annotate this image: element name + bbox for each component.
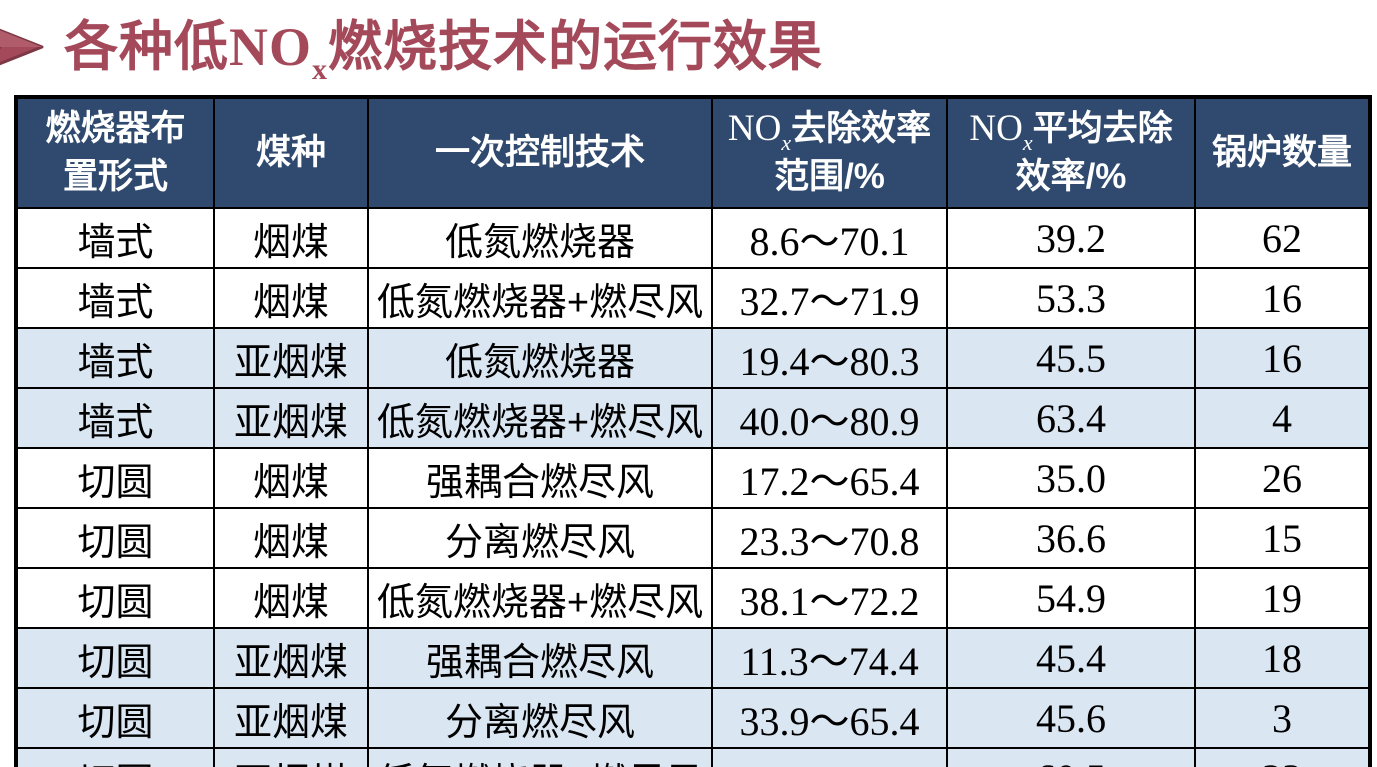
cell-removal-range: 8.6～70.1: [711, 207, 948, 269]
title-formula: NO: [229, 17, 312, 77]
header-avg-removal: NOx平均去除 效率/%: [946, 96, 1196, 209]
cell-boiler-count: 15: [1194, 507, 1371, 569]
cell-primary-control-tech: 低氮燃烧器+燃尽风: [367, 747, 713, 767]
cell-primary-control-tech: 低氮燃烧器+燃尽风: [367, 387, 713, 449]
header-avg-removal-line1: NOx平均去除: [969, 108, 1173, 155]
slide-title-row: 各种低NOx燃烧技术的运行效果: [0, 4, 823, 90]
header-burner-layout: 燃烧器布置形式: [15, 96, 215, 209]
table-row: 切圆 烟煤 低氮燃烧器+燃尽风 38.1～72.2 54.9 19: [15, 567, 1371, 629]
cell-removal-range: 32.7～71.9: [711, 267, 948, 329]
cell-coal-type: 烟煤: [213, 207, 369, 269]
cell-burner-layout: 墙式: [15, 327, 215, 389]
cell-avg-removal: 45.5: [946, 327, 1196, 389]
cell-removal-range: 48.2～77.2: [711, 747, 948, 767]
results-table: 燃烧器布置形式 煤种 一次控制技术 NOx去除效率 范围/% NOx平均去除 效…: [14, 95, 1372, 767]
header-removal-range: NOx去除效率 范围/%: [711, 96, 948, 209]
cell-avg-removal: 63.4: [946, 387, 1196, 449]
header-removal-range-line2: 范围/%: [774, 157, 885, 196]
cell-burner-layout: 墙式: [15, 387, 215, 449]
cell-burner-layout: 墙式: [15, 267, 215, 329]
header-primary-control-tech: 一次控制技术: [367, 96, 713, 209]
table-row: 墙式 烟煤 低氮燃烧器 8.6～70.1 39.2 62: [15, 207, 1371, 269]
cell-avg-removal: 53.3: [946, 267, 1196, 329]
cell-avg-removal: 35.0: [946, 447, 1196, 509]
cell-primary-control-tech: 分离燃尽风: [367, 507, 713, 569]
arrow-bullet-icon: [0, 21, 48, 73]
cell-avg-removal: 54.9: [946, 567, 1196, 629]
page-title: 各种低NOx燃烧技术的运行效果: [64, 7, 823, 87]
header-removal-range-line1: NOx去除效率: [727, 108, 932, 155]
cell-primary-control-tech: 分离燃尽风: [367, 687, 713, 749]
cell-boiler-count: 16: [1194, 267, 1371, 329]
cell-boiler-count: 19: [1194, 567, 1371, 629]
header-coal-type: 煤种: [213, 96, 369, 209]
table-row: 切圆 烟煤 强耦合燃尽风 17.2～65.4 35.0 26: [15, 447, 1371, 509]
header-coal-type-label: 煤种: [255, 133, 326, 172]
cell-boiler-count: 4: [1194, 387, 1371, 449]
cell-burner-layout: 切圆: [15, 747, 215, 767]
cell-removal-range: 33.9～65.4: [711, 687, 948, 749]
cell-boiler-count: 23: [1194, 747, 1371, 767]
cell-removal-range: 11.3～74.4: [711, 627, 948, 689]
cell-coal-type: 亚烟煤: [213, 687, 369, 749]
header-primary-control-tech-label: 一次控制技术: [434, 133, 645, 172]
cell-primary-control-tech: 强耦合燃尽风: [367, 447, 713, 509]
table-row: 切圆 亚烟煤 分离燃尽风 33.9～65.4 45.6 3: [15, 687, 1371, 749]
title-text-cn-1: 各种低: [64, 17, 229, 77]
table-row: 墙式 亚烟煤 低氮燃烧器+燃尽风 40.0～80.9 63.4 4: [15, 387, 1371, 449]
header-boiler-count: 锅炉数量: [1194, 96, 1371, 209]
table-row: 墙式 亚烟煤 低氮燃烧器 19.4～80.3 45.5 16: [15, 327, 1371, 389]
cell-burner-layout: 切圆: [15, 627, 215, 689]
title-text-cn-2: 燃烧技术的运行效果: [328, 17, 823, 77]
cell-boiler-count: 3: [1194, 687, 1371, 749]
cell-boiler-count: 16: [1194, 327, 1371, 389]
header-burner-layout-label: 燃烧器布置形式: [45, 109, 186, 196]
cell-avg-removal: 45.4: [946, 627, 1196, 689]
cell-burner-layout: 墙式: [15, 207, 215, 269]
title-formula-subscript: x: [312, 53, 328, 86]
cell-removal-range: 17.2～65.4: [711, 447, 948, 509]
cell-burner-layout: 切圆: [15, 507, 215, 569]
table-body: 墙式 烟煤 低氮燃烧器 8.6～70.1 39.2 62 墙式 烟煤 低氮燃烧器+燃尽风 32.7…: [15, 207, 1371, 767]
cell-coal-type: 烟煤: [213, 267, 369, 329]
cell-boiler-count: 26: [1194, 447, 1371, 509]
table-row: 切圆 亚烟煤 强耦合燃尽风 11.3～74.4 45.4 18: [15, 627, 1371, 689]
cell-removal-range: 19.4～80.3: [711, 327, 948, 389]
cell-primary-control-tech: 低氮燃烧器+燃尽风: [367, 267, 713, 329]
cell-removal-range: 23.3～70.8: [711, 507, 948, 569]
header-avg-removal-line2: 效率/%: [1015, 157, 1127, 196]
cell-coal-type: 亚烟煤: [213, 387, 369, 449]
cell-boiler-count: 18: [1194, 627, 1371, 689]
cell-primary-control-tech: 低氮燃烧器: [367, 207, 713, 269]
cell-coal-type: 亚烟煤: [213, 627, 369, 689]
table-row: 墙式 烟煤 低氮燃烧器+燃尽风 32.7～71.9 53.3 16: [15, 267, 1371, 329]
header-boiler-count-label: 锅炉数量: [1211, 133, 1352, 172]
table-row: 切圆亚烟煤低氮燃烧器+燃尽风48.2～77.260.523: [15, 747, 1371, 767]
cell-burner-layout: 切圆: [15, 687, 215, 749]
cell-avg-removal: 60.5: [946, 747, 1196, 767]
table-row: 切圆 烟煤 分离燃尽风 23.3～70.8 36.6 15: [15, 507, 1371, 569]
cell-primary-control-tech: 低氮燃烧器: [367, 327, 713, 389]
cell-avg-removal: 36.6: [946, 507, 1196, 569]
cell-coal-type: 烟煤: [213, 567, 369, 629]
cell-removal-range: 38.1～72.2: [711, 567, 948, 629]
cell-coal-type: 烟煤: [213, 507, 369, 569]
cell-removal-range: 40.0～80.9: [711, 387, 948, 449]
cell-primary-control-tech: 低氮燃烧器+燃尽风: [367, 567, 713, 629]
cell-avg-removal: 39.2: [946, 207, 1196, 269]
table-header-row: 燃烧器布置形式 煤种 一次控制技术 NOx去除效率 范围/% NOx平均去除 效…: [15, 96, 1371, 209]
cell-coal-type: 亚烟煤: [213, 327, 369, 389]
cell-primary-control-tech: 强耦合燃尽风: [367, 627, 713, 689]
cell-boiler-count: 62: [1194, 207, 1371, 269]
cell-avg-removal: 45.6: [946, 687, 1196, 749]
cell-burner-layout: 切圆: [15, 447, 215, 509]
cell-coal-type: 亚烟煤: [213, 747, 369, 767]
cell-burner-layout: 切圆: [15, 567, 215, 629]
cell-coal-type: 烟煤: [213, 447, 369, 509]
